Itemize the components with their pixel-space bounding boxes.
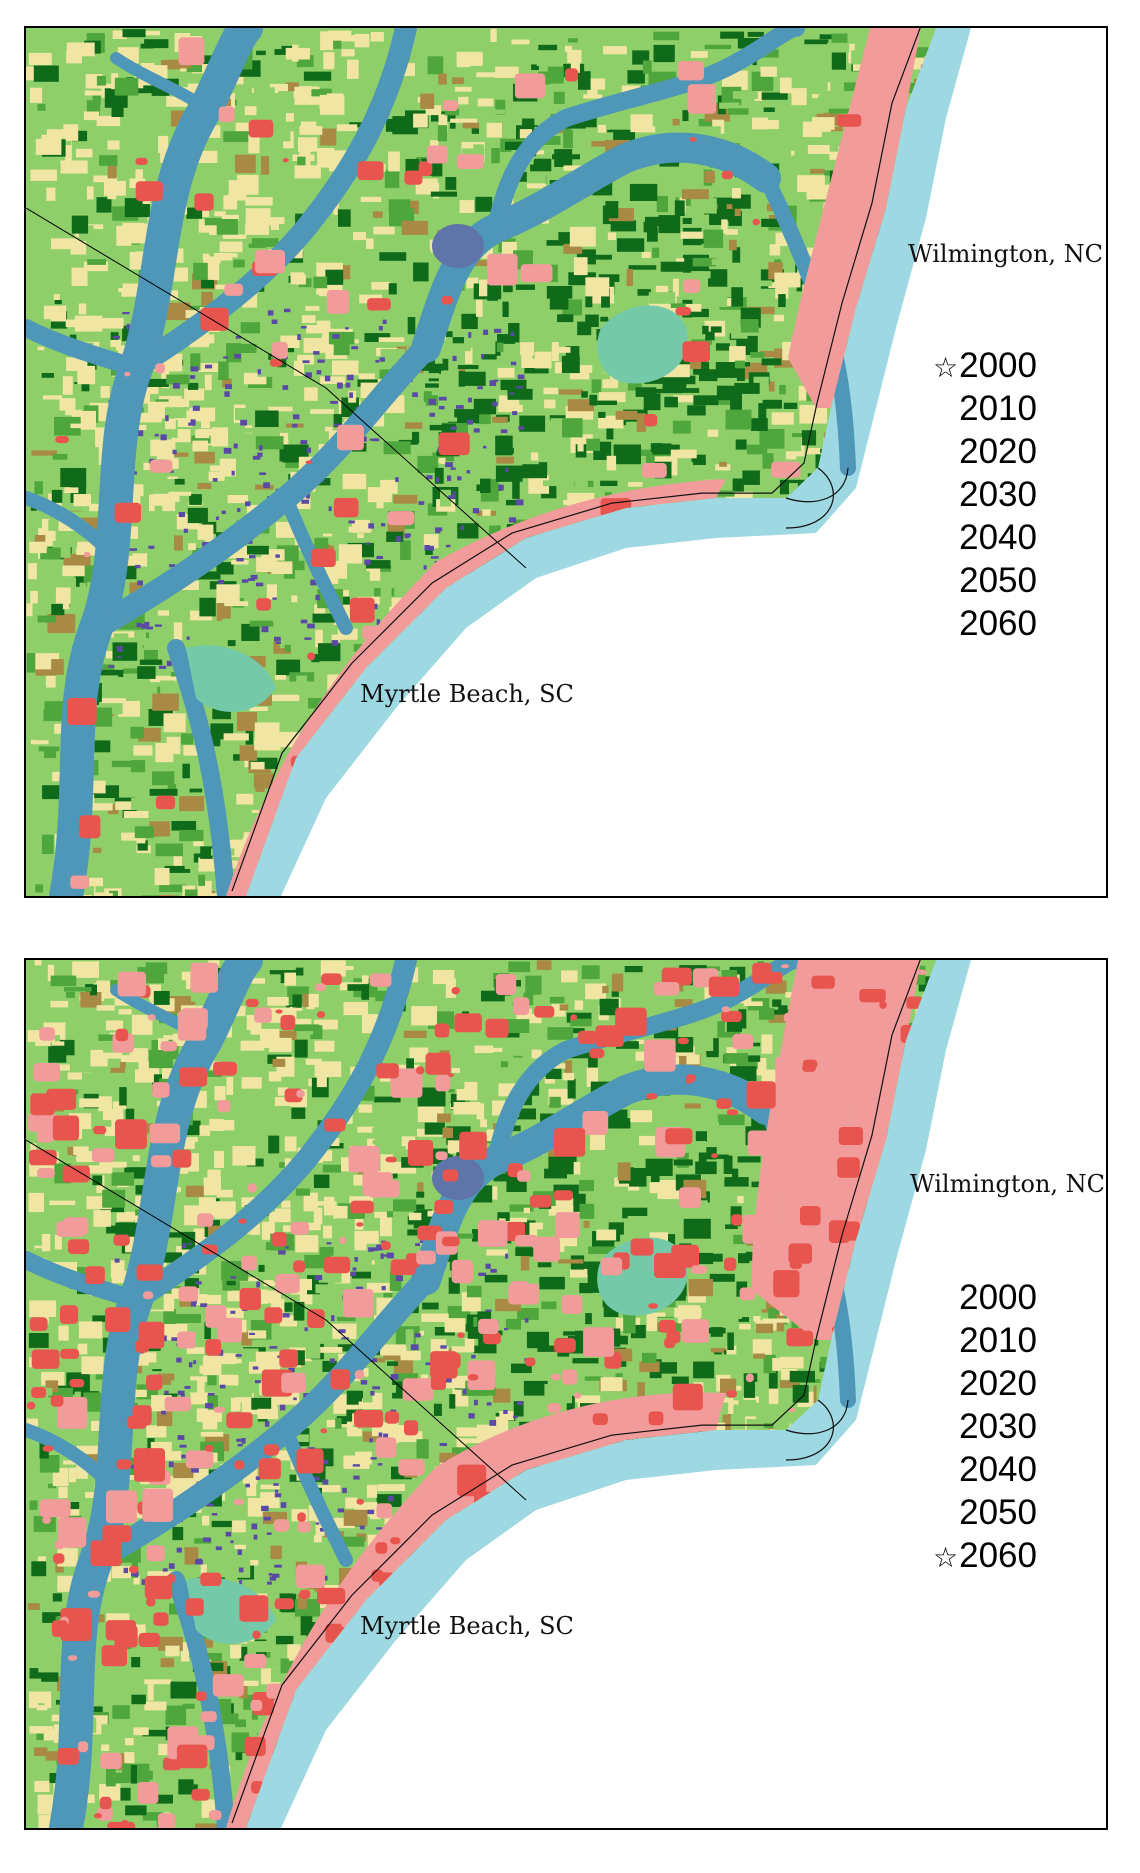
legend-year-2020: 2020	[933, 430, 1037, 473]
urban-coastal-strip	[226, 479, 726, 896]
legend-year-label: 2010	[959, 1321, 1037, 1360]
legend-year-2060: 2060	[933, 602, 1037, 645]
coast-outline	[231, 28, 921, 892]
legend-year-label: 2060	[959, 1536, 1037, 1575]
legend-year-label: 2050	[959, 1493, 1037, 1532]
estuary-channel-11	[167, 639, 235, 896]
legend-year-2000: 2000	[933, 1276, 1037, 1319]
legend-year-2020: 2020	[933, 1362, 1037, 1405]
estuary-channel-8	[26, 491, 113, 555]
marsh-area-south	[186, 1577, 276, 1644]
cape-outline	[785, 467, 849, 503]
map-panel-2000: Wilmington, NC Myrtle Beach, SC ☆2000 201…	[24, 26, 1108, 898]
legend-year-2000: ☆2000	[933, 344, 1037, 387]
legend-year-label: 2040	[959, 1450, 1037, 1489]
legend-year-label: 2040	[959, 518, 1037, 557]
selected-year-star-icon: ☆	[933, 1541, 959, 1574]
legend-year-label: 2050	[959, 561, 1037, 600]
estuary-channel-8	[26, 1423, 113, 1487]
estuary-channel-4	[411, 1064, 781, 1295]
selected-year-star-icon: ☆	[933, 351, 959, 384]
estuary-channel-7	[26, 1251, 145, 1309]
legend-year-2060: ☆2060	[933, 1534, 1037, 1577]
estuary-channel-6	[487, 28, 805, 237]
cape-outline	[785, 1399, 849, 1435]
marsh-area-south	[186, 645, 276, 712]
legend-year-2010: 2010	[933, 1319, 1037, 1362]
lake	[432, 224, 484, 268]
legend-year-2040: 2040	[933, 516, 1037, 559]
legend-year-2030: 2030	[933, 1405, 1037, 1448]
legend-year-2030: 2030	[933, 473, 1037, 516]
city-label-myrtle-beach: Myrtle Beach, SC	[360, 680, 574, 708]
estuary-channel-7	[26, 319, 145, 377]
legend-year-label: 2010	[959, 389, 1037, 428]
legend-year-2050: 2050	[933, 559, 1037, 602]
land-cover-map-2000	[26, 28, 971, 896]
legend-year-label: 2030	[959, 1407, 1037, 1446]
legend-year-2010: 2010	[933, 387, 1037, 430]
estuary-channel-2	[125, 28, 417, 379]
legend-year-label: 2060	[959, 604, 1037, 643]
estuary-channel-10	[279, 1423, 353, 1567]
city-label-myrtle-beach: Myrtle Beach, SC	[360, 1612, 574, 1640]
coast-outline	[231, 960, 921, 1824]
estuary-channel-9	[110, 52, 212, 114]
land-cover-map-2060	[26, 960, 971, 1828]
map-panel-2060: Wilmington, NC Myrtle Beach, SC 2000 2010…	[24, 958, 1108, 1830]
legend-year-label: 2020	[959, 1364, 1037, 1403]
city-label-wilmington: Wilmington, NC	[910, 1170, 1106, 1198]
marsh-area	[597, 305, 688, 384]
estuary-channel-2	[125, 960, 417, 1311]
legend-year-label: 2000	[959, 1278, 1037, 1317]
state-border-line	[26, 207, 527, 569]
year-legend-2000: ☆2000 2010 2020 2030 2040 2050 2060	[933, 344, 1037, 645]
state-border-line	[26, 1139, 527, 1501]
year-legend-2060: 2000 2010 2020 2030 2040 2050 ☆2060	[933, 1276, 1037, 1577]
estuary-channel-4	[411, 132, 781, 363]
legend-year-label: 2030	[959, 475, 1037, 514]
legend-year-label: 2000	[959, 346, 1037, 385]
legend-year-2050: 2050	[933, 1491, 1037, 1534]
estuary-channel-11	[167, 1571, 235, 1828]
legend-year-2040: 2040	[933, 1448, 1037, 1491]
legend-year-label: 2020	[959, 432, 1037, 471]
city-label-wilmington: Wilmington, NC	[908, 240, 1104, 268]
